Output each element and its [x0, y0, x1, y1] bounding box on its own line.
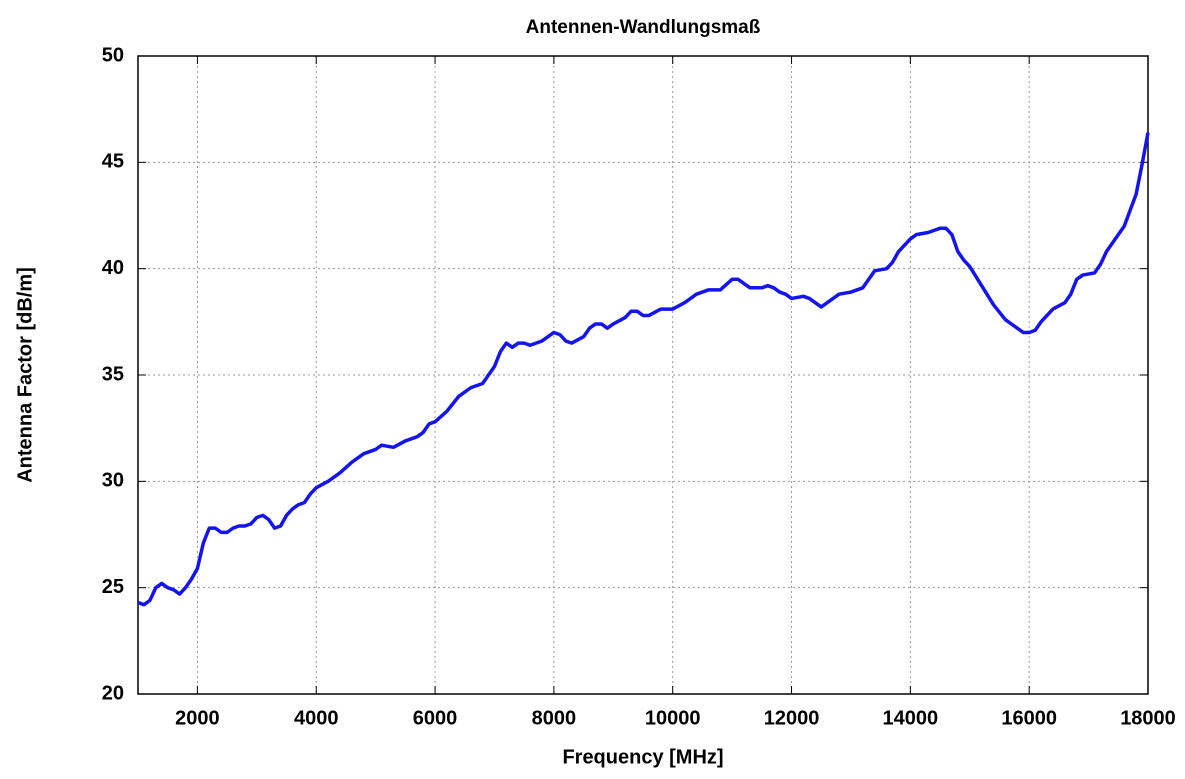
y-tick-label: 45: [102, 151, 124, 173]
y-tick-label: 50: [102, 44, 124, 66]
x-tick-label: 12000: [764, 707, 820, 729]
y-tick-label: 20: [102, 682, 124, 704]
x-tick-label: 2000: [175, 707, 220, 729]
data-line: [137, 132, 1150, 607]
x-tick-label: 6000: [413, 707, 458, 729]
x-axis-label: Frequency [MHz]: [562, 746, 723, 768]
y-tick-label: 35: [102, 363, 124, 385]
x-tick-label: 10000: [645, 707, 701, 729]
x-tick-label: 14000: [883, 707, 939, 729]
x-tick-label: 8000: [532, 707, 577, 729]
chart-title: Antennen-Wandlungsmaß: [526, 17, 761, 38]
y-tick-label: 25: [102, 576, 124, 598]
x-tick-label: 16000: [1001, 707, 1057, 729]
plot-frame: [137, 55, 1149, 695]
x-tick-label: 4000: [294, 707, 339, 729]
y-tick-label: 40: [102, 257, 124, 279]
y-axis-label: Antenna Factor [dB/m]: [14, 267, 36, 483]
x-tick-label: 18000: [1120, 707, 1176, 729]
y-tick-label: 30: [102, 470, 124, 492]
